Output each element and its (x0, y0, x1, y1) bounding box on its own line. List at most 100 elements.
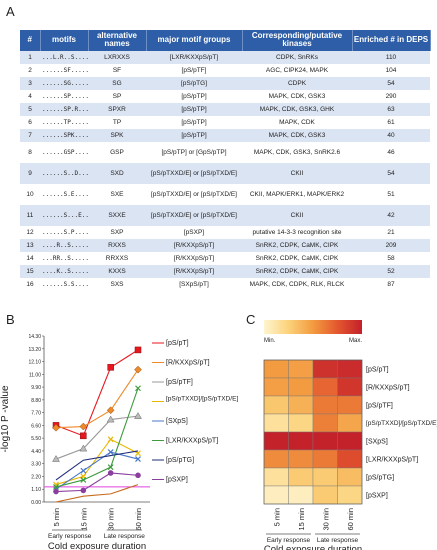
heatmap-cell (337, 359, 363, 379)
table-cell-kinases: CDPK, SnRKs (242, 50, 352, 64)
table-cell-motif: ....R..S....... (40, 238, 88, 252)
table-cell-enriched: 54 (352, 76, 430, 90)
heatmap-row-label: [LXR/KXXpS/pT] (366, 457, 418, 464)
data-point (134, 412, 142, 419)
table-cell-motif: ......S...E.... (40, 204, 88, 226)
table-cell-group: [pS/pTP] or [GpS/pTP] (161, 148, 227, 156)
series-line (55, 369, 139, 429)
table-cell-enriched: 209 (352, 238, 430, 252)
heatmap-cell (337, 449, 363, 469)
table-cell-enriched: 21 (387, 228, 395, 236)
series-line (55, 388, 139, 488)
table-row: 8 ......GSP...... GSP [pS/pTP] or [GpS/pTP]… (20, 142, 430, 163)
heatmap-row-label: [pS/pTXXD]/[pS/pTXD/E] (366, 420, 437, 427)
color-scale-bar (264, 320, 362, 334)
table-cell-group: [R/KXXpS/pT] (146, 264, 242, 278)
table-cell-kinases: MAPK, CDK, GSK3 (242, 128, 352, 142)
panel-label-a: A (6, 4, 15, 19)
data-point (107, 470, 114, 476)
y-tick-label: 7.70 (31, 411, 41, 417)
heatmap-cell (263, 359, 289, 379)
heatmap-cell (263, 431, 289, 451)
data-point (53, 488, 59, 495)
table-cell-num: 1 (20, 50, 40, 64)
series-line (55, 450, 139, 481)
table-cell-num: 5 (20, 102, 40, 116)
table-cell-num: 4 (28, 92, 32, 100)
heatmap-cell (288, 413, 314, 433)
data-point (135, 456, 141, 462)
series-line (55, 451, 139, 490)
heatmap-cell (312, 431, 338, 451)
legend-label: [pSXP] (166, 477, 188, 484)
table-cell-group: [R/KXXpS/pT] (173, 254, 215, 262)
heatmap-cell (263, 377, 289, 397)
table-row: 13....R..S.......RXXS[R/KXXpS/pT]SnRK2, … (20, 238, 430, 252)
series-line (55, 415, 139, 460)
table-cell-group: [pS/pTP] (181, 118, 207, 126)
table-cell-enriched: 104 (385, 66, 397, 74)
heatmap-row-label: [pS/pT] (366, 367, 389, 374)
table-cell-num: 15 (20, 264, 40, 278)
y-tick-label: 1.10 (31, 487, 41, 493)
table-cell-group: [pS/pTXXD/E] or [pS/pTXD/E] (151, 190, 237, 198)
table-cell-motif: ......SP....... (42, 92, 88, 100)
table-cell-enriched: 46 (387, 148, 395, 156)
data-point (52, 455, 60, 462)
column-header: motifs (40, 30, 89, 51)
heatmap-x-label: 15 min (297, 508, 306, 531)
table-cell-num: 13 (20, 238, 40, 252)
table-cell-group: [pS/pTP] (146, 128, 242, 142)
heatmap-cell (312, 485, 338, 505)
table-cell-kinases: CKII (242, 204, 352, 226)
heatmap-cell (263, 467, 289, 487)
data-point (79, 422, 88, 431)
heatmap-x-label: 60 min (346, 508, 355, 531)
table-cell-num: 6 (28, 118, 32, 126)
table-header-row: # motifs alternative names major motif g… (20, 30, 431, 51)
scale-min-label: Min. (264, 338, 276, 344)
table-cell-num: 3 (20, 76, 40, 90)
table-cell-group: [LXR/KXXpS/pT] (146, 50, 242, 64)
x-tick-label: 60 min (134, 508, 143, 531)
heatmap-cell (337, 395, 363, 415)
heatmap-row-label: [pS/pTF] (366, 403, 393, 410)
x-tick-label: 30 min (107, 508, 116, 531)
table-cell-group: [pS/pTP] (146, 102, 242, 116)
table-cell-kinases: SnRK2, CDPK, CaMK, CIPK (242, 264, 352, 278)
table-cell-group: [pS/pTP] (181, 92, 207, 100)
table-cell-motif: ......S.P...... (42, 228, 88, 236)
heatmap-cell (288, 449, 314, 469)
table-cell-alt: SF (112, 66, 122, 74)
table-cell-num: 14 (26, 254, 34, 262)
heatmap-cell (312, 359, 338, 379)
table-cell-alt: SG (88, 76, 146, 90)
heatmap-cell (312, 413, 338, 433)
legend-label: [LXR/KXXpS/pT] (166, 438, 218, 445)
data-point (80, 477, 87, 483)
heatmap-row-label: [R/KXXpS/pT] (366, 385, 410, 392)
table-cell-motif: ......TP....... (42, 118, 88, 126)
y-tick-label: 3.30 (31, 462, 41, 468)
heatmap-cell (337, 377, 363, 397)
data-point (134, 365, 142, 374)
table-cell-motif: ......GSP...... (42, 148, 88, 156)
table-cell-enriched: 58 (387, 254, 395, 262)
x-tick-label: 5 min (52, 508, 61, 526)
heatmap-cell (337, 413, 363, 433)
data-point (135, 385, 141, 392)
table-cell-motif: ......S.E...... (42, 190, 88, 198)
y-tick-label: 9.90 (31, 385, 41, 391)
heatmap-cell (263, 395, 289, 415)
heatmap-cell (288, 485, 314, 505)
y-tick-label: 6.60 (31, 423, 41, 429)
table-cell-group: [pS/pTXXD/E] or [pS/pTXD/E] (146, 162, 242, 184)
y-tick-label: 11.00 (29, 372, 41, 378)
table-cell-kinases: AGC, CIPK24, MAPK (265, 66, 329, 74)
data-point (107, 449, 114, 456)
heatmap-cell (337, 485, 363, 505)
heatmap-cell (263, 485, 289, 505)
heatmap-cell (337, 431, 363, 451)
table-cell-kinases: MAPK, CDK, GSK3, SnRK2.6 (253, 148, 341, 156)
